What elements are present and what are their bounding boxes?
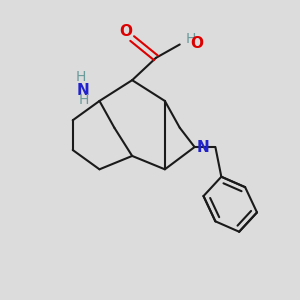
Text: N: N: [76, 83, 89, 98]
Text: N: N: [197, 140, 210, 154]
Text: O: O: [120, 24, 133, 39]
Text: H: H: [186, 32, 196, 46]
Text: H: H: [79, 93, 89, 107]
Text: H: H: [76, 70, 86, 84]
Text: O: O: [190, 35, 203, 50]
